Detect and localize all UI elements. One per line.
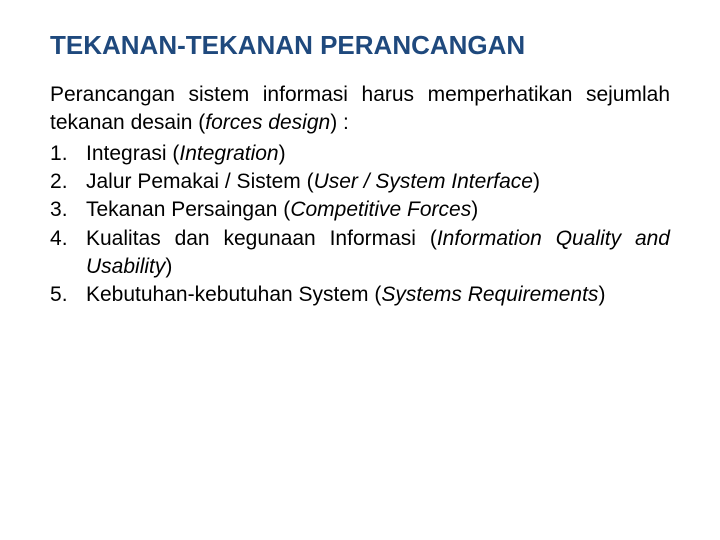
- slide-title: TEKANAN-TEKANAN PERANCANGAN: [50, 30, 670, 61]
- list-item: Jalur Pemakai / Sistem (User / System In…: [50, 168, 670, 196]
- list-item: Kebutuhan-kebutuhan System (Systems Requ…: [50, 281, 670, 309]
- item-text-italic: Integration: [179, 142, 278, 165]
- list-item: Tekanan Persaingan (Competitive Forces): [50, 196, 670, 224]
- item-text-before: Tekanan Persaingan (: [86, 198, 290, 221]
- items-list: Integrasi (Integration) Jalur Pemakai / …: [50, 140, 670, 310]
- intro-text-before: Perancangan sistem informasi harus mempe…: [50, 83, 670, 134]
- item-text-italic: User / System Interface: [314, 170, 533, 193]
- item-text-before: Jalur Pemakai / Sistem (: [86, 170, 314, 193]
- item-text-after: ): [598, 283, 605, 306]
- intro-paragraph: Perancangan sistem informasi harus mempe…: [50, 81, 670, 138]
- intro-text-after: ) :: [330, 111, 349, 134]
- item-text-before: Integrasi (: [86, 142, 179, 165]
- item-text-italic: Systems Requirements: [381, 283, 598, 306]
- list-item: Integrasi (Integration): [50, 140, 670, 168]
- item-text-after: ): [533, 170, 540, 193]
- item-text-before: Kualitas dan kegunaan Informasi (: [86, 227, 437, 250]
- item-text-before: Kebutuhan-kebutuhan System (: [86, 283, 381, 306]
- list-item: Kualitas dan kegunaan Informasi (Informa…: [50, 225, 670, 282]
- item-text-after: ): [279, 142, 286, 165]
- intro-text-italic: forces design: [205, 111, 330, 134]
- item-text-after: ): [471, 198, 478, 221]
- item-text-italic: Competitive Forces: [290, 198, 471, 221]
- item-text-after: ): [165, 255, 172, 278]
